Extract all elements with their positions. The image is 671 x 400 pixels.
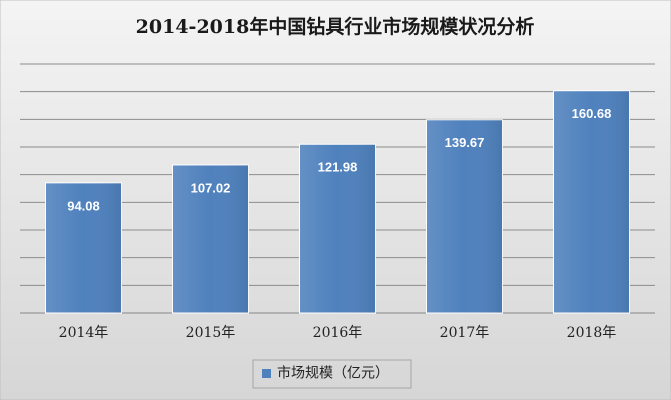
data-label: 107.02 <box>191 180 231 195</box>
data-label: 94.08 <box>67 198 100 213</box>
bar-shade <box>172 164 249 313</box>
x-tick-label: 2014年 <box>59 325 109 341</box>
bar-shade <box>553 90 630 313</box>
bar-shade <box>45 182 122 313</box>
data-label: 121.98 <box>318 160 358 175</box>
x-tick-label: 2017年 <box>440 325 490 341</box>
x-tick-label: 2018年 <box>567 325 617 341</box>
x-tick-label: 2015年 <box>186 325 236 341</box>
legend-box <box>252 359 412 389</box>
bar-shade <box>426 119 503 314</box>
legend-swatch <box>262 369 271 378</box>
x-tick-label: 2016年 <box>313 325 363 341</box>
chart-title: 2014-2018年中国钻具行业市场规模状况分析 <box>136 15 535 38</box>
data-label: 160.68 <box>572 106 612 121</box>
data-label: 139.67 <box>445 135 485 150</box>
legend-label: 市场规模（亿元） <box>277 365 389 381</box>
bar-shade <box>299 144 376 313</box>
